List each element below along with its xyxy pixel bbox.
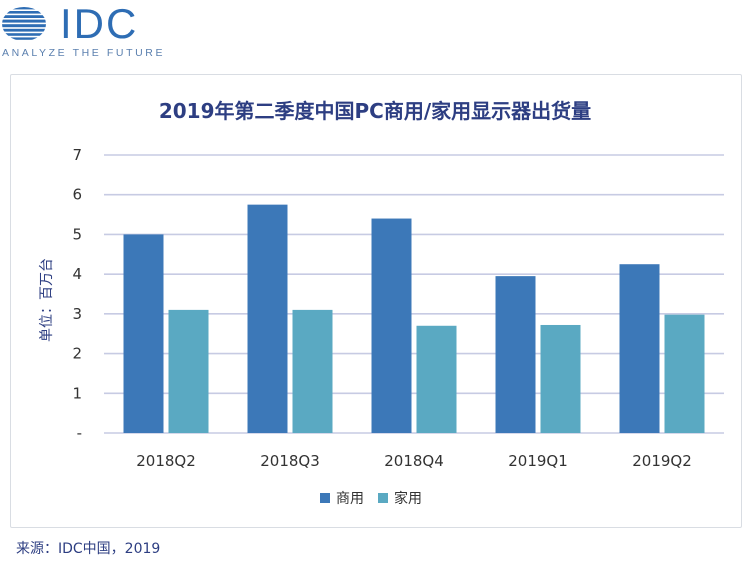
bar-home-2018Q3 [292, 309, 333, 433]
bar-home-2018Q4 [416, 325, 457, 433]
chart-title: 2019年第二季度中国PC商用/家用显示器出货量 [158, 99, 592, 123]
bar-commercial-2019Q2 [619, 264, 660, 433]
x-tick-label: 2019Q2 [632, 452, 692, 470]
y-tick-label: 5 [72, 225, 82, 243]
idc-logo-text: IDC [60, 0, 139, 47]
y-tick-label: 3 [72, 305, 82, 323]
bar-commercial-2019Q1 [495, 276, 536, 433]
y-tick-label: 1 [72, 384, 82, 402]
legend-label-home: 家用 [394, 491, 422, 507]
legend: 商用 家用 [320, 489, 436, 507]
bar-commercial-2018Q2 [123, 234, 164, 433]
idc-globe-logo-icon [2, 7, 46, 40]
bar-commercial-2018Q3 [247, 204, 288, 433]
x-tick-label: 2019Q1 [508, 452, 568, 470]
x-tick-label: 2018Q4 [384, 452, 444, 470]
y-tick-label: 4 [72, 265, 82, 283]
y-tick-label: 2 [72, 345, 82, 363]
source-note: 来源：IDC中国，2019 [16, 541, 161, 557]
legend-item-commercial: 商用 [320, 488, 364, 508]
legend-label-commercial: 商用 [336, 491, 364, 507]
logo-tagline: ANALYZE THE FUTURE [2, 47, 166, 59]
x-tick-label: 2018Q2 [136, 452, 196, 470]
legend-swatch-home [378, 493, 388, 503]
y-tick-label: - [77, 424, 82, 442]
bar-home-2019Q2 [664, 314, 705, 433]
y-tick-label: 6 [72, 186, 82, 204]
bar-home-2019Q1 [540, 324, 581, 433]
x-tick-label: 2018Q3 [260, 452, 320, 470]
legend-item-home: 家用 [378, 488, 422, 508]
bar-home-2018Q2 [168, 309, 209, 433]
legend-swatch-commercial [320, 493, 330, 503]
header: IDC ANALYZE THE FUTURE [0, 0, 750, 66]
bar-commercial-2018Q4 [371, 218, 412, 433]
y-tick-label: 7 [72, 146, 82, 164]
